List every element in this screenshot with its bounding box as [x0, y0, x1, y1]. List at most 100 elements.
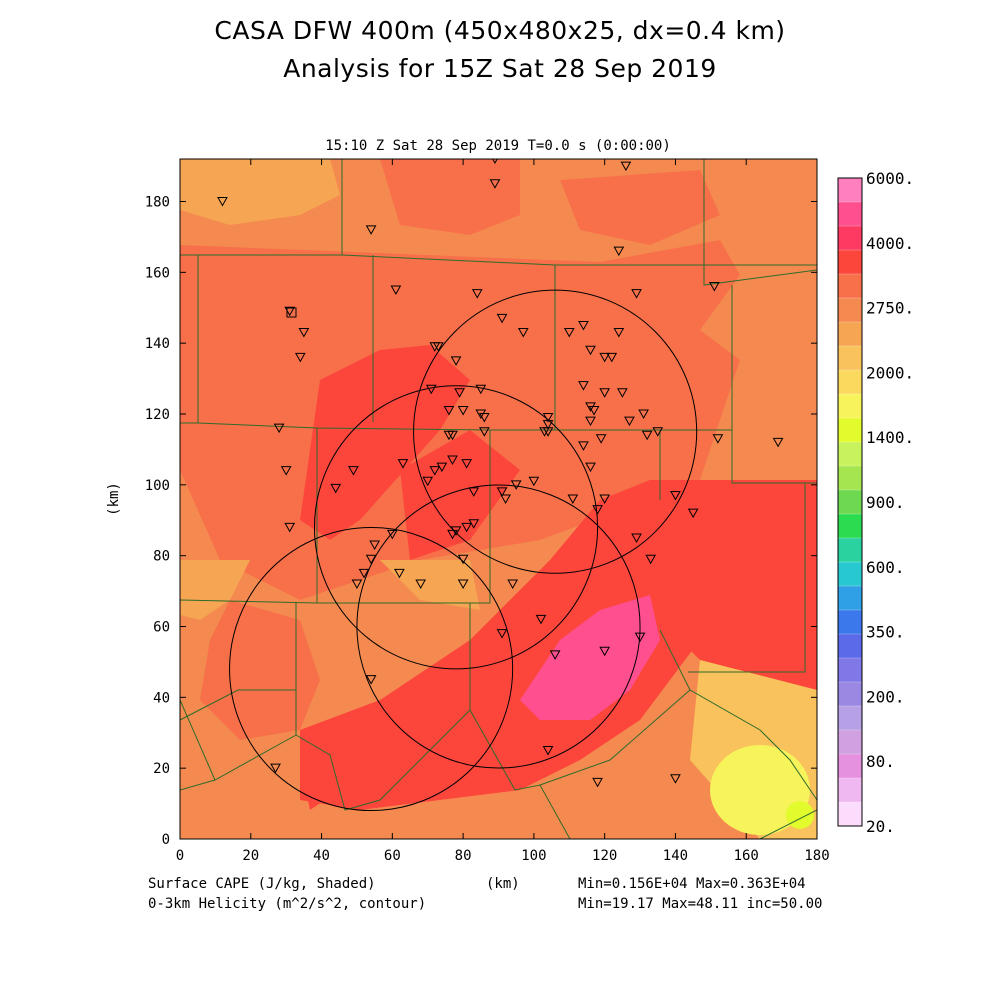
colorbar-label: 6000. — [866, 169, 914, 188]
station-marker — [425, 384, 437, 395]
county-line — [539, 689, 817, 801]
cape-region-max-core — [520, 595, 660, 720]
cape-shading — [180, 159, 817, 839]
footer-field-cape: Surface CAPE (J/kg, Shaded) — [148, 876, 376, 892]
station-marker — [422, 476, 434, 487]
station-marker — [709, 282, 720, 292]
county-line — [759, 809, 817, 839]
colorbar-swatch — [838, 802, 862, 827]
colorbar-label: 20. — [866, 817, 895, 836]
colorbar-swatch — [838, 274, 862, 299]
cape-region-west-core — [300, 345, 470, 540]
station-marker — [599, 352, 611, 363]
colorbar-swatch — [838, 562, 862, 587]
station-marker — [390, 285, 402, 296]
station-marker — [585, 416, 596, 427]
colorbar-swatch — [838, 466, 862, 491]
y-tick-label: 160 — [145, 265, 170, 281]
y-axis-label: (km) — [106, 482, 122, 516]
station-marker — [578, 320, 589, 331]
county-line — [731, 285, 817, 484]
colorbar-swatch — [838, 586, 862, 611]
station-marker — [539, 427, 550, 437]
station-marker — [507, 579, 519, 590]
station-marker — [634, 632, 646, 643]
station-marker — [457, 554, 469, 565]
station-marker — [330, 483, 342, 494]
y-axis: 0 20 40 60 80 100 120 140 160 180 — [145, 195, 817, 848]
county-line — [180, 690, 297, 781]
station-marker — [478, 413, 490, 423]
valid-time-label: 15:10 Z Sat 28 Sep 2019 T=0.0 s (0:00:00… — [325, 138, 671, 154]
footer-field-helicity: 0-3km Helicity (m^2/s^2, contour) — [148, 896, 427, 912]
cape-region-min-core — [710, 745, 810, 835]
station-marker — [461, 522, 473, 533]
station-marker — [284, 522, 296, 533]
colorbar-swatch — [838, 730, 862, 755]
station-marker — [447, 529, 458, 540]
station-marker — [436, 462, 448, 473]
station-marker — [475, 384, 487, 395]
station-marker — [294, 352, 306, 363]
y-tick-label: 0 — [162, 832, 170, 848]
station-marker — [712, 434, 724, 444]
station-marker — [415, 579, 426, 590]
county-line — [469, 602, 490, 710]
station-marker — [432, 342, 444, 352]
cape-region-min-spot — [786, 801, 814, 829]
y-tick-label: 180 — [145, 195, 170, 211]
cape-region-west-edge — [180, 560, 250, 620]
colorbar-swatch — [838, 706, 862, 731]
colorbar-frame — [837, 177, 863, 827]
station-marker — [578, 381, 589, 391]
county-line — [295, 709, 471, 811]
x-tick-label: 120 — [592, 848, 617, 864]
helicity-contour-ring — [356, 484, 641, 769]
station-marker — [298, 328, 310, 338]
colorbar-swatch — [838, 634, 862, 659]
county-line — [341, 254, 817, 266]
station-marker — [369, 540, 380, 551]
station-marker — [496, 629, 508, 639]
x-axis-label: (km) — [486, 876, 520, 892]
station-marker — [641, 430, 653, 441]
station-marker — [592, 505, 603, 515]
colorbar-label: 2000. — [866, 363, 914, 382]
colorbar-swatch — [838, 346, 862, 371]
station-marker — [500, 494, 511, 505]
station-marker — [397, 459, 409, 469]
station-marker — [620, 161, 632, 172]
county-line — [469, 709, 571, 839]
helicity-contour-ring — [413, 289, 698, 574]
station-marker — [457, 405, 469, 416]
colorbar: 6000. 4000. 2750. 2000. 1400. 900. 600. 350. 200… — [837, 169, 914, 836]
cape-region-south-spot — [300, 750, 340, 810]
station-marker — [638, 409, 649, 420]
station-marker — [468, 487, 480, 497]
station-marker — [365, 554, 377, 565]
colorbar-label: 200. — [866, 687, 905, 706]
cape-region-north — [380, 159, 520, 235]
colorbar-label: 600. — [866, 558, 905, 577]
colorbar-swatch — [838, 226, 862, 251]
station-marker — [563, 328, 575, 338]
station-marker — [217, 197, 228, 207]
station-marker — [613, 246, 625, 257]
colorbar-swatch — [838, 178, 862, 203]
station-marker — [517, 328, 529, 338]
colorbar-label: 2750. — [866, 299, 914, 318]
station-marker — [351, 579, 363, 590]
station-marker — [365, 675, 377, 685]
station-marker — [270, 763, 281, 774]
station-marker — [447, 455, 458, 466]
station-marker — [457, 579, 469, 590]
radar-site-marker — [286, 307, 297, 318]
cape-region-sw — [200, 600, 320, 740]
footer-cape-minmax: Min=0.156E+04 Max=0.363E+04 — [578, 876, 806, 892]
colorbar-label: 350. — [866, 623, 905, 642]
station-marker — [443, 405, 455, 416]
station-marker — [478, 427, 490, 437]
station-marker — [606, 352, 618, 363]
colorbar-swatch — [838, 658, 862, 683]
